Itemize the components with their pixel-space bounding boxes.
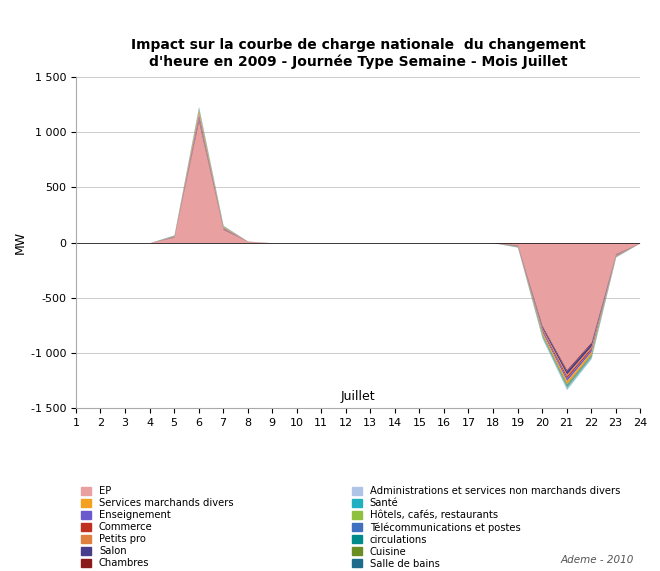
Title: Impact sur la courbe de charge nationale  du changement
d'heure en 2009 - Journé: Impact sur la courbe de charge nationale… [131, 38, 585, 69]
Legend: Administrations et services non marchands divers, Santé, Hôtels, cafés, restaura: Administrations et services non marchand… [352, 486, 620, 569]
Y-axis label: MW: MW [13, 231, 26, 254]
Text: Ademe - 2010: Ademe - 2010 [560, 555, 634, 565]
Text: Juillet: Juillet [341, 390, 376, 403]
